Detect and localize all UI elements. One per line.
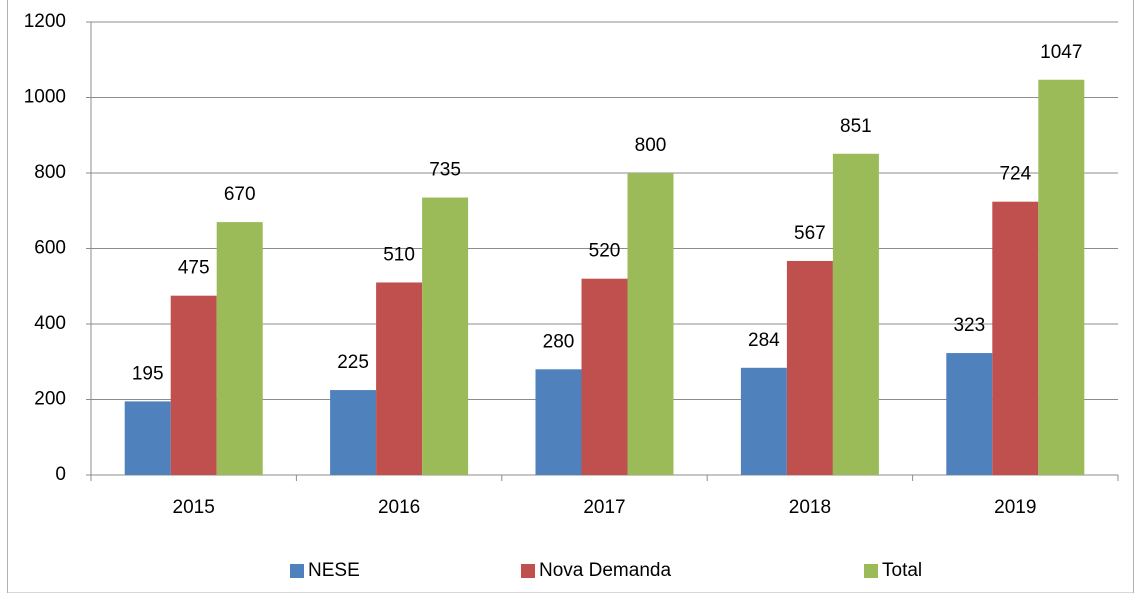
legend-label: Total [882,560,922,581]
value-label: 520 [589,241,621,262]
x-tick-label: 2015 [173,497,215,518]
y-tick-label: 800 [34,162,66,183]
value-label: 800 [635,135,667,156]
bar [740,367,787,475]
x-tick-label: 2018 [789,497,831,518]
value-label: 225 [337,352,369,373]
x-tick-label: 2017 [583,497,625,518]
value-label: 1047 [1040,42,1082,63]
bar [992,201,1039,475]
legend-label: Nova Demanda [539,560,671,581]
legend-swatch [864,564,878,578]
x-tick-label: 2019 [994,497,1036,518]
legend-swatch [521,564,535,578]
y-tick-label: 600 [34,238,66,259]
value-label: 475 [178,258,210,279]
bar [170,295,217,475]
bar [1038,79,1085,475]
bar [124,401,171,475]
bar [422,197,469,475]
value-label: 724 [999,164,1031,185]
y-tick-label: 200 [34,389,66,410]
value-label: 195 [132,363,164,384]
value-label: 280 [543,331,575,352]
value-label: 567 [794,223,826,244]
value-label: 735 [429,160,461,181]
value-label: 323 [953,315,985,336]
y-tick-label: 1000 [24,87,66,108]
bar [330,390,377,475]
y-tick-label: 1200 [24,11,66,32]
y-tick-label: 400 [34,313,66,334]
bar [535,369,582,475]
value-label: 284 [748,330,780,351]
bar [946,353,993,475]
legend-label: NESE [308,560,360,581]
bar [786,260,833,475]
value-label: 851 [840,116,872,137]
bar [216,222,263,475]
bar [376,282,423,475]
value-label: 510 [383,244,415,265]
legend-swatch [290,564,304,578]
value-label: 670 [224,184,256,205]
bar [627,173,674,475]
bar [581,278,628,475]
bar [832,153,879,475]
y-tick-label: 0 [55,464,66,485]
chart-border [7,0,1134,593]
x-tick-label: 2016 [378,497,420,518]
